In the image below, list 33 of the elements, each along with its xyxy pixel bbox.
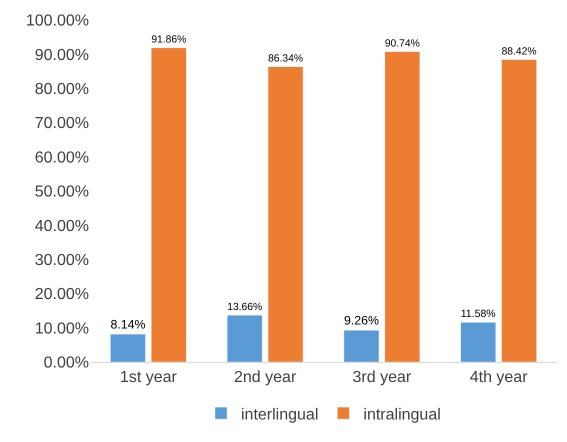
y-tick-label: 80.00% bbox=[34, 81, 89, 98]
data-label: 90.74% bbox=[384, 38, 420, 50]
data-label: 13.66% bbox=[227, 302, 262, 313]
data-label: 91.86% bbox=[151, 34, 186, 46]
data-label: 9.26% bbox=[344, 314, 379, 328]
bar bbox=[226, 315, 262, 362]
y-tick-label: 0.00% bbox=[44, 354, 89, 372]
bar bbox=[344, 330, 380, 362]
y-tick-label: 20.00% bbox=[34, 286, 89, 304]
y-tick-label: 60.00% bbox=[34, 149, 89, 166]
legend-label: intralingual bbox=[363, 406, 441, 424]
y-tick-label: 90.00% bbox=[34, 46, 89, 64]
bar bbox=[501, 59, 537, 362]
y-tick-label: 10.00% bbox=[34, 320, 89, 338]
y-tick-label: 100.00% bbox=[26, 12, 89, 30]
bar bbox=[110, 334, 146, 362]
x-tick-label: 2nd year bbox=[234, 369, 297, 386]
y-tick-label: 40.00% bbox=[34, 218, 89, 235]
bar bbox=[151, 48, 187, 362]
bar bbox=[384, 51, 420, 362]
x-tick-label: 1st year bbox=[120, 369, 178, 386]
data-label: 86.34% bbox=[268, 53, 304, 64]
x-tick-label: 4th year bbox=[470, 369, 528, 386]
y-tick-label: 30.00% bbox=[34, 252, 89, 269]
data-label: 11.58% bbox=[460, 308, 496, 320]
data-label: 8.14% bbox=[110, 317, 146, 332]
legend-label: interlingual bbox=[241, 406, 318, 424]
y-tick-label: 50.00% bbox=[34, 184, 89, 201]
y-tick-label: 70.00% bbox=[34, 115, 89, 132]
data-label: 88.42% bbox=[502, 46, 537, 58]
bar bbox=[268, 66, 304, 362]
x-tick-label: 3rd year bbox=[352, 369, 412, 386]
bar bbox=[460, 322, 496, 362]
